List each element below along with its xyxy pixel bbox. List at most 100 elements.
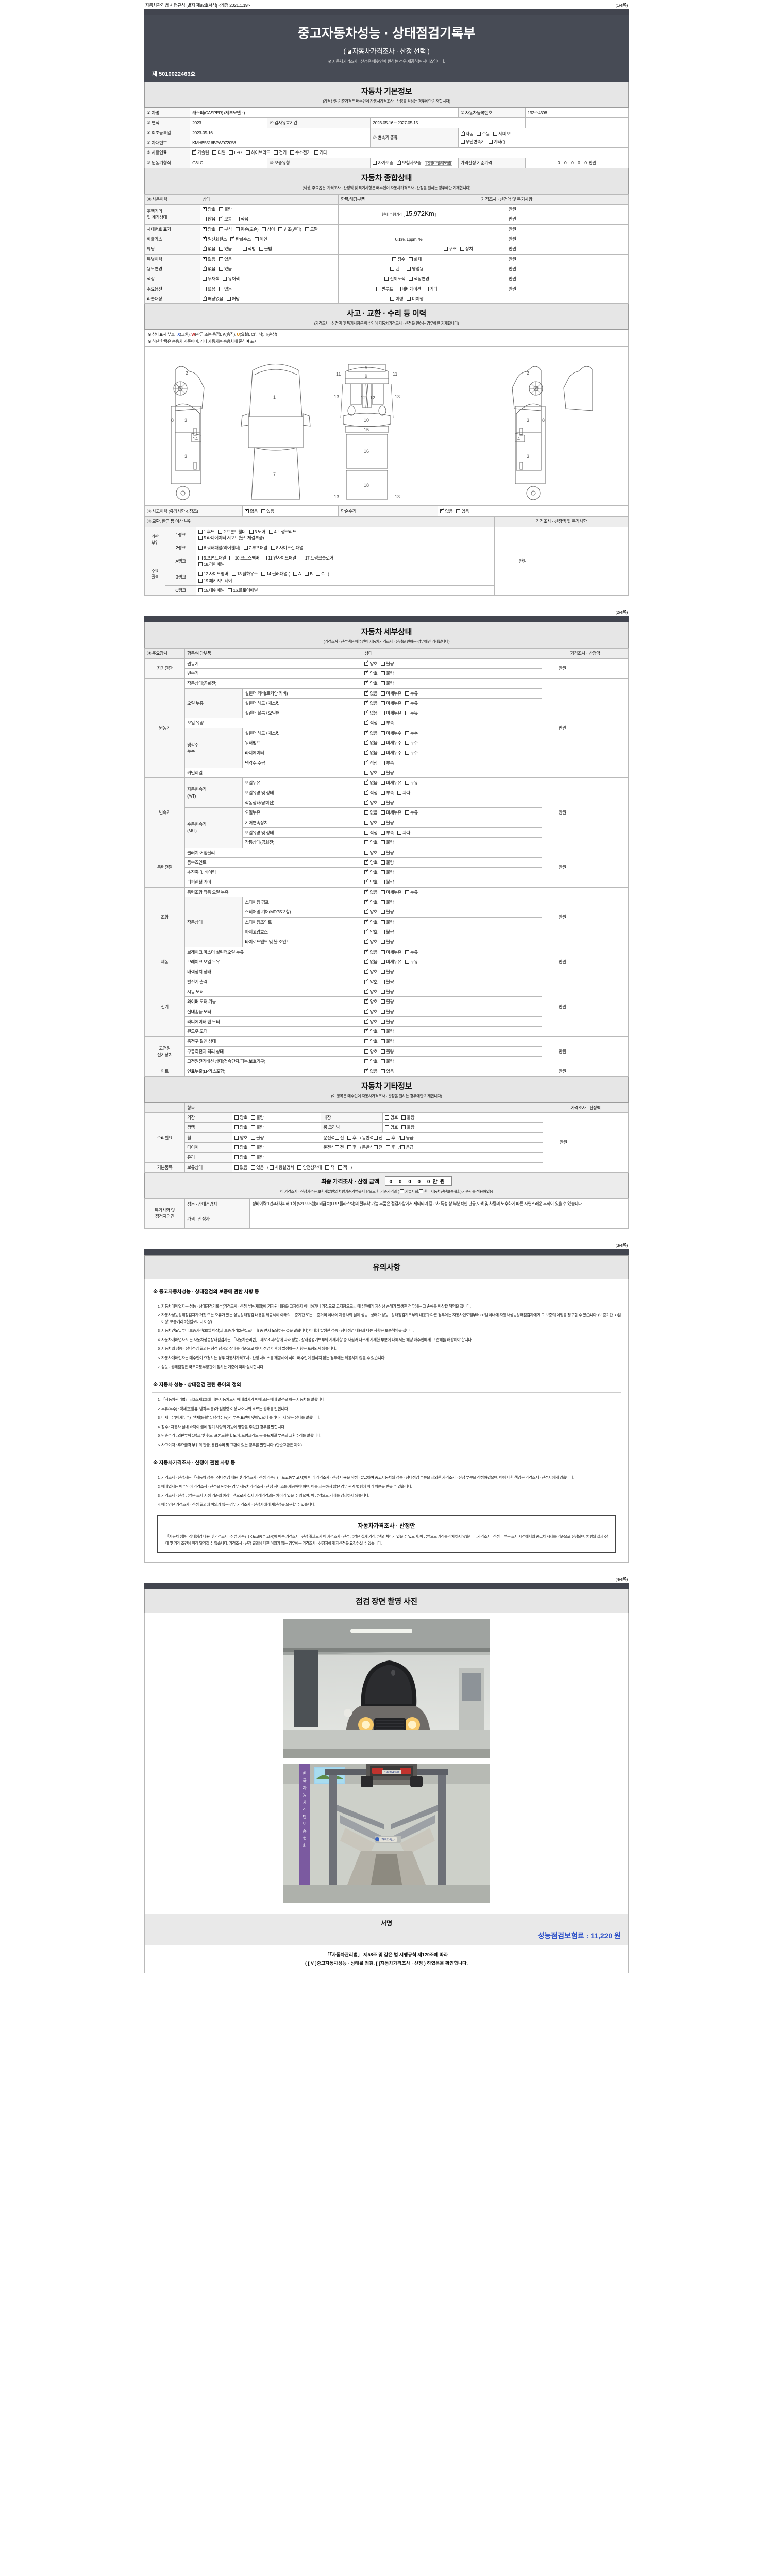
- detail-state-option[interactable]: 미세누유: [381, 959, 401, 965]
- checkbox-glyph[interactable]: [397, 159, 401, 165]
- overall-state-option[interactable]: 유채색: [223, 276, 240, 282]
- detail-state-option[interactable]: 불량: [381, 680, 394, 686]
- detail-state-option[interactable]: 부족: [381, 720, 394, 726]
- checkbox-glyph[interactable]: [246, 150, 250, 155]
- basic-item-option[interactable]: 있음: [251, 1164, 264, 1171]
- checkbox-glyph[interactable]: [231, 572, 236, 577]
- checkbox-glyph[interactable]: [198, 588, 203, 592]
- misc-option[interactable]: 양호: [385, 1124, 398, 1130]
- detail-state-option[interactable]: 적정: [364, 829, 378, 836]
- parts-item[interactable]: 12.사이드멤버: [198, 571, 228, 577]
- detail-state-option[interactable]: 불량: [381, 919, 394, 925]
- detail-state-option[interactable]: 양호: [364, 670, 378, 676]
- parts-item[interactable]: 13.휠하우스: [231, 571, 258, 577]
- detail-state-option[interactable]: 있음: [381, 1068, 394, 1074]
- checkbox-glyph[interactable]: [381, 860, 385, 865]
- overall-state-option[interactable]: 일산화탄소: [203, 235, 227, 242]
- detail-state-option[interactable]: 불량: [381, 839, 394, 845]
- checkbox-glyph[interactable]: [219, 266, 223, 271]
- overall-detail-option[interactable]: 영업용: [407, 266, 424, 272]
- overall-detail-option[interactable]: 전체도색: [384, 276, 405, 282]
- detail-state-option[interactable]: 누유: [405, 949, 418, 955]
- seat-driver-front[interactable]: 전: [334, 1144, 344, 1150]
- misc-option[interactable]: 불량: [251, 1144, 264, 1150]
- checkbox-glyph[interactable]: [381, 711, 385, 716]
- detail-state-option[interactable]: 양호: [364, 988, 378, 995]
- checkbox-glyph[interactable]: [373, 1135, 378, 1140]
- checkbox-glyph[interactable]: [381, 1009, 385, 1014]
- detail-state-option[interactable]: 양호: [364, 660, 378, 667]
- misc-option[interactable]: 양호: [234, 1134, 247, 1141]
- overall-state-option[interactable]: 없음: [203, 256, 215, 262]
- overall-detail-option[interactable]: 침수: [392, 256, 405, 262]
- detail-state-option[interactable]: 양호: [364, 859, 378, 866]
- checkbox-glyph[interactable]: [405, 701, 409, 705]
- overall-row-price[interactable]: [545, 214, 629, 225]
- overall-row-price[interactable]: [545, 263, 629, 275]
- checkbox-glyph[interactable]: [405, 691, 409, 696]
- checkbox-glyph[interactable]: [381, 979, 385, 984]
- checkbox-glyph[interactable]: [299, 555, 304, 560]
- parts-item[interactable]: 18.리어패널: [198, 561, 225, 567]
- detail-state-option[interactable]: 누수: [405, 750, 418, 756]
- fuel-option[interactable]: 하이브리드: [246, 149, 271, 156]
- detail-state-option[interactable]: 불량: [381, 998, 394, 1005]
- overall-detail-option[interactable]: 구조: [443, 246, 457, 252]
- detail-state-option[interactable]: 부족: [381, 829, 394, 836]
- seat-driver-front[interactable]: 전: [334, 1134, 344, 1141]
- checkbox-glyph[interactable]: [364, 719, 369, 725]
- checkbox-glyph[interactable]: [401, 1115, 406, 1120]
- checkbox-glyph[interactable]: [381, 959, 385, 964]
- checkbox-glyph[interactable]: [274, 150, 278, 155]
- checkbox-glyph[interactable]: [364, 799, 369, 805]
- checkbox-glyph[interactable]: [364, 660, 369, 666]
- checkbox-glyph[interactable]: [251, 1115, 255, 1120]
- checkbox-glyph[interactable]: [251, 1165, 255, 1170]
- checkbox-glyph[interactable]: [381, 880, 385, 885]
- checkbox-glyph[interactable]: [203, 235, 207, 241]
- warranty-option[interactable]: 자가보증: [373, 160, 394, 166]
- overall-state-option[interactable]: 있음: [219, 266, 232, 272]
- detail-state-option[interactable]: 누유: [405, 809, 418, 816]
- checkbox-glyph[interactable]: [268, 529, 273, 534]
- checkbox-glyph[interactable]: [198, 572, 203, 577]
- checkbox-glyph[interactable]: [409, 257, 413, 261]
- checkbox-glyph[interactable]: [198, 578, 203, 583]
- misc-option[interactable]: 불량: [251, 1124, 264, 1130]
- checkbox-glyph[interactable]: [305, 572, 309, 577]
- overall-state-option[interactable]: 있음: [219, 286, 232, 292]
- seat-pass-front[interactable]: 전: [373, 1134, 382, 1141]
- checkbox-glyph[interactable]: [198, 536, 203, 540]
- pillar-sub-option[interactable]: A: [293, 571, 301, 577]
- checkbox-glyph[interactable]: [381, 910, 385, 914]
- checkbox-glyph[interactable]: [381, 989, 385, 994]
- checkbox-glyph[interactable]: [364, 700, 369, 705]
- checkbox-glyph[interactable]: [203, 226, 207, 231]
- checkbox-glyph[interactable]: [278, 227, 283, 231]
- detail-state-option[interactable]: 과다: [397, 829, 410, 836]
- checkbox-glyph[interactable]: [381, 681, 385, 686]
- checkbox-glyph[interactable]: [219, 207, 223, 212]
- warranty-option[interactable]: 보험사보증: [397, 159, 422, 166]
- misc-option[interactable]: 불량: [251, 1154, 264, 1160]
- overall-row-price[interactable]: [545, 224, 629, 234]
- checkbox-glyph[interactable]: [242, 247, 247, 251]
- standard-org-checkbox-2[interactable]: [418, 1189, 423, 1193]
- checkbox-glyph[interactable]: [405, 711, 409, 716]
- overall-state-option[interactable]: 변조(변타): [278, 226, 301, 232]
- checkbox-glyph[interactable]: [405, 781, 409, 785]
- checkbox-glyph[interactable]: [226, 296, 231, 301]
- checkbox-glyph[interactable]: [381, 800, 385, 805]
- checkbox-glyph[interactable]: [364, 1059, 369, 1064]
- checkbox-glyph[interactable]: [381, 930, 385, 935]
- detail-state-option[interactable]: 불량: [381, 800, 394, 806]
- checkbox-glyph[interactable]: [305, 227, 309, 231]
- detail-state-option[interactable]: 양호: [364, 839, 378, 845]
- checkbox-glyph[interactable]: [364, 730, 369, 735]
- fuel-option[interactable]: 기타: [314, 149, 327, 156]
- checkbox-glyph[interactable]: [493, 131, 498, 136]
- simple-repair-option[interactable]: 있음: [456, 508, 469, 514]
- detail-state-option[interactable]: 불량: [381, 1028, 394, 1035]
- detail-state-option[interactable]: 불량: [381, 979, 394, 985]
- detail-state-option[interactable]: 양호: [364, 878, 378, 885]
